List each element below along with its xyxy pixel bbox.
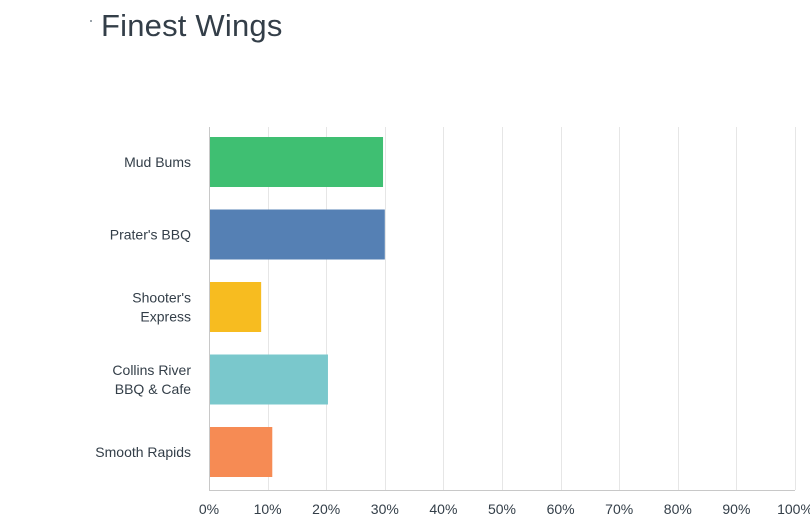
category-label-2-line-0: Shooter's [132,290,191,306]
x-tick-label-70: 70% [605,501,633,517]
bar-4 [209,427,273,477]
category-label-0: Mud Bums [124,154,191,170]
category-label-3-line-1: BBQ & Cafe [115,381,191,397]
title-mark [90,20,92,22]
x-tick-label-10: 10% [254,501,282,517]
x-tick-label-0: 0% [199,501,219,517]
category-label-3-line-0: Collins River [112,362,191,378]
category-label-2-line-1: Express [140,309,191,325]
chart-title: Finest Wings [101,8,283,43]
x-tick-label-40: 40% [429,501,457,517]
x-tick-label-80: 80% [664,501,692,517]
x-tick-label-30: 30% [371,501,399,517]
bar-0 [209,137,384,187]
bar-1 [209,209,385,260]
category-label-1: Prater's BBQ [110,227,191,243]
category-label-4: Smooth Rapids [95,444,191,460]
x-tick-label-50: 50% [488,501,516,517]
bar-2 [209,282,262,332]
bar-3 [209,354,328,405]
x-tick-label-20: 20% [312,501,340,517]
x-tick-label-60: 60% [547,501,575,517]
x-tick-label-90: 90% [722,501,750,517]
x-tick-label-100: 100% [777,501,810,517]
